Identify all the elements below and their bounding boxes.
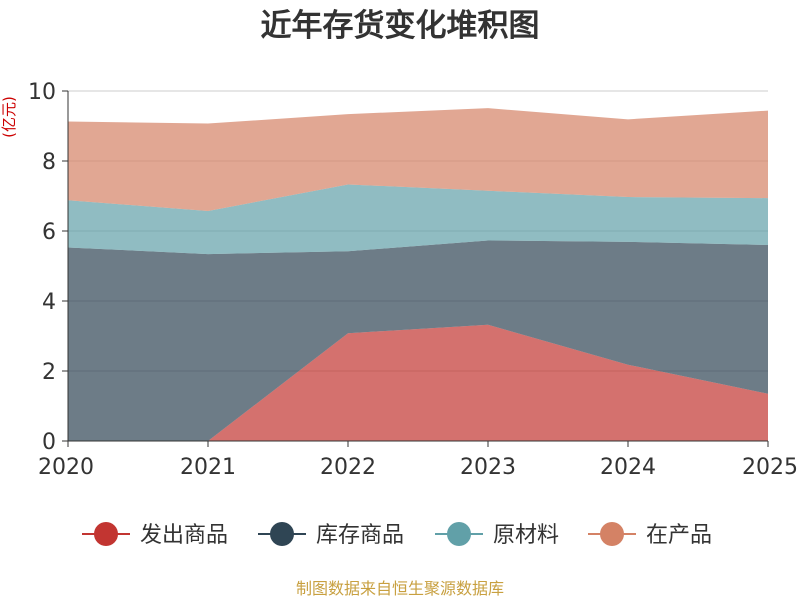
x-tick-label: 2025 xyxy=(742,455,798,480)
x-tick-label: 2020 xyxy=(38,455,94,480)
area-series-1 xyxy=(68,324,768,441)
area-series-2 xyxy=(68,240,768,441)
y-tick-label: 8 xyxy=(42,150,56,175)
legend-item-2[interactable]: 库存商品 xyxy=(258,522,404,548)
y-axis-label: (亿元) xyxy=(0,96,18,138)
y-tick-label: 10 xyxy=(28,80,56,105)
legend-item-1[interactable]: 发出商品 xyxy=(82,522,228,548)
y-tick-label: 4 xyxy=(42,290,56,315)
legend-item-4[interactable]: 在产品 xyxy=(588,522,712,548)
legend-marker xyxy=(447,522,471,546)
x-tick-label: 2022 xyxy=(320,455,376,480)
y-tick-label: 0 xyxy=(42,430,56,455)
legend-label: 在产品 xyxy=(646,523,712,548)
area-series-4 xyxy=(68,108,768,212)
legend-label: 库存商品 xyxy=(316,523,404,548)
chart-title: 近年存货变化堆积图 xyxy=(261,8,540,44)
legend-label: 原材料 xyxy=(493,523,559,548)
y-tick-label: 6 xyxy=(42,220,56,245)
area-series-3 xyxy=(68,184,768,255)
source-note: 制图数据来自恒生聚源数据库 xyxy=(296,579,504,598)
x-tick-label: 2023 xyxy=(460,455,516,480)
axes: 0 2 4 6 8 10 2020 2021 2022 2023 2024 2025 xyxy=(28,80,798,480)
legend-item-3[interactable]: 原材料 xyxy=(435,522,559,548)
legend-label: 发出商品 xyxy=(140,523,228,548)
x-tick-label: 2024 xyxy=(600,455,656,480)
area-series-layer xyxy=(68,108,768,441)
y-tick-label: 2 xyxy=(42,360,56,385)
legend-marker xyxy=(94,522,118,546)
legend-marker xyxy=(600,522,624,546)
legend-marker xyxy=(270,522,294,546)
x-tick-label: 2021 xyxy=(180,455,236,480)
legend[interactable]: 发出商品 库存商品 原材料 在产品 xyxy=(82,522,712,548)
